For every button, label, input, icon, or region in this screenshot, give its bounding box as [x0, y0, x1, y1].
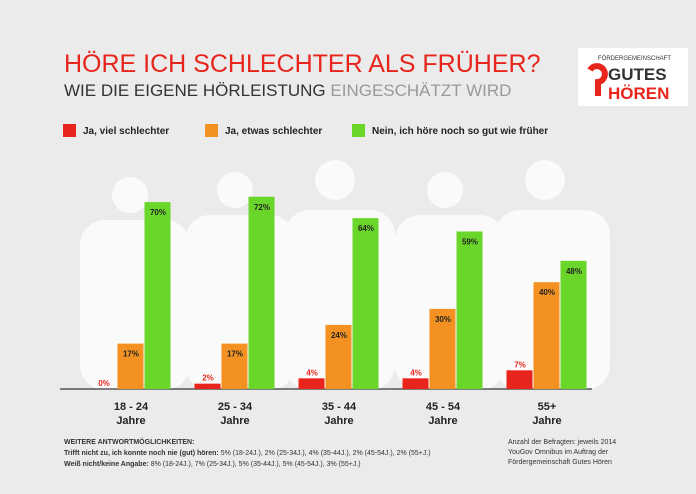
source-line: Anzahl der Befragten: jeweils 2014: [508, 439, 617, 446]
x-tick-line: Jahre: [324, 415, 353, 427]
x-tick-line: 35 - 44: [322, 401, 357, 413]
logo: FÖRDERGEMEINSCHAFT GUTES HÖREN: [578, 48, 688, 106]
legend-label: Ja, viel schlechter: [83, 126, 169, 137]
value-label: 7%: [514, 360, 526, 369]
value-label: 4%: [410, 368, 422, 377]
x-tick-line: Jahre: [116, 415, 145, 427]
legend-label: Ja, etwas schlechter: [225, 126, 322, 137]
footnote-text: 5% (18-24J.), 2% (25-34J.), 4% (35-44J.)…: [220, 450, 431, 457]
bar: [117, 343, 144, 389]
footnote-row: Weiß nicht/keine Angabe: 8% (18-24J.), 7…: [64, 460, 361, 470]
x-tick-line: 45 - 54: [426, 401, 461, 413]
x-tick-line: Jahre: [532, 415, 561, 427]
value-label: 48%: [566, 267, 582, 276]
value-label: 24%: [331, 331, 347, 340]
source-line: YouGov Omnibus im Auftrag der: [508, 449, 609, 456]
x-tick-label: 25 - 34 Jahre: [218, 401, 253, 427]
x-tick-label: 18 - 24 Jahre: [114, 401, 149, 427]
bar: [352, 218, 379, 389]
value-label: 70%: [150, 208, 166, 217]
value-label: 72%: [254, 203, 270, 212]
bar: [429, 308, 456, 389]
x-tick-line: Jahre: [220, 415, 249, 427]
value-label: 17%: [123, 350, 139, 359]
subtitle-part: EINGESCHÄTZT WIRD: [330, 81, 511, 100]
value-label: 64%: [358, 224, 374, 233]
bar: [221, 343, 248, 389]
legend-swatch: [63, 124, 76, 137]
x-tick-label: 35 - 44 Jahre: [322, 401, 357, 427]
footnote-label: Weiß nicht/keine Angabe:: [64, 461, 149, 468]
bar: [325, 324, 352, 389]
subtitle-part: WIE DIE EIGENE HÖRLEISTUNG: [64, 81, 326, 100]
legend-swatch: [205, 124, 218, 137]
bar: [506, 370, 533, 389]
chart-title: HÖRE ICH SCHLECHTER ALS FRÜHER?: [64, 50, 540, 78]
bar: [533, 282, 560, 389]
bar: [402, 378, 429, 389]
footnote-row: Trifft nicht zu, ich konnte noch nie (gu…: [64, 449, 431, 459]
bar: [248, 196, 275, 389]
source: Anzahl der Befragten: jeweils 2014 YouGov…: [508, 438, 616, 468]
legend-swatch: [352, 124, 365, 137]
footnote-label: Trifft nicht zu, ich konnte noch nie (gu…: [64, 450, 219, 457]
footnote-heading: WEITERE ANTWORTMÖGLICHKEITEN:: [64, 439, 195, 446]
legend-label: Nein, ich höre noch so gut wie früher: [372, 126, 548, 137]
bar: [194, 383, 221, 389]
x-tick-label: 55+ Jahre: [532, 401, 561, 427]
x-tick-line: Jahre: [428, 415, 457, 427]
value-label: 0%: [98, 379, 110, 388]
value-label: 40%: [539, 288, 555, 297]
x-tick-line: 25 - 34: [218, 401, 253, 413]
bar: [144, 202, 171, 389]
x-tick-label: 45 - 54 Jahre: [426, 401, 461, 427]
value-label: 59%: [462, 237, 478, 246]
subtitle: WIE DIE EIGENE HÖRLEISTUNG EINGESCHÄTZT …: [64, 81, 511, 100]
bar: [560, 260, 587, 389]
footnote-text: 8% (18-24J.), 7% (25-34J.), 5% (35-44J.)…: [150, 461, 361, 468]
logo-text: HÖREN: [608, 84, 669, 103]
x-tick-line: 18 - 24: [114, 401, 149, 413]
source-line: Fördergemeinschaft Gutes Hören: [508, 459, 612, 466]
logo-text: GUTES: [608, 65, 667, 84]
logo-text: FÖRDERGEMEINSCHAFT: [598, 55, 671, 62]
x-tick-line: 55+: [538, 401, 557, 413]
bar: [456, 231, 483, 389]
value-label: 2%: [202, 374, 214, 383]
value-label: 17%: [227, 350, 243, 359]
value-label: 30%: [435, 315, 451, 324]
bar: [298, 378, 325, 389]
value-label: 4%: [306, 368, 318, 377]
